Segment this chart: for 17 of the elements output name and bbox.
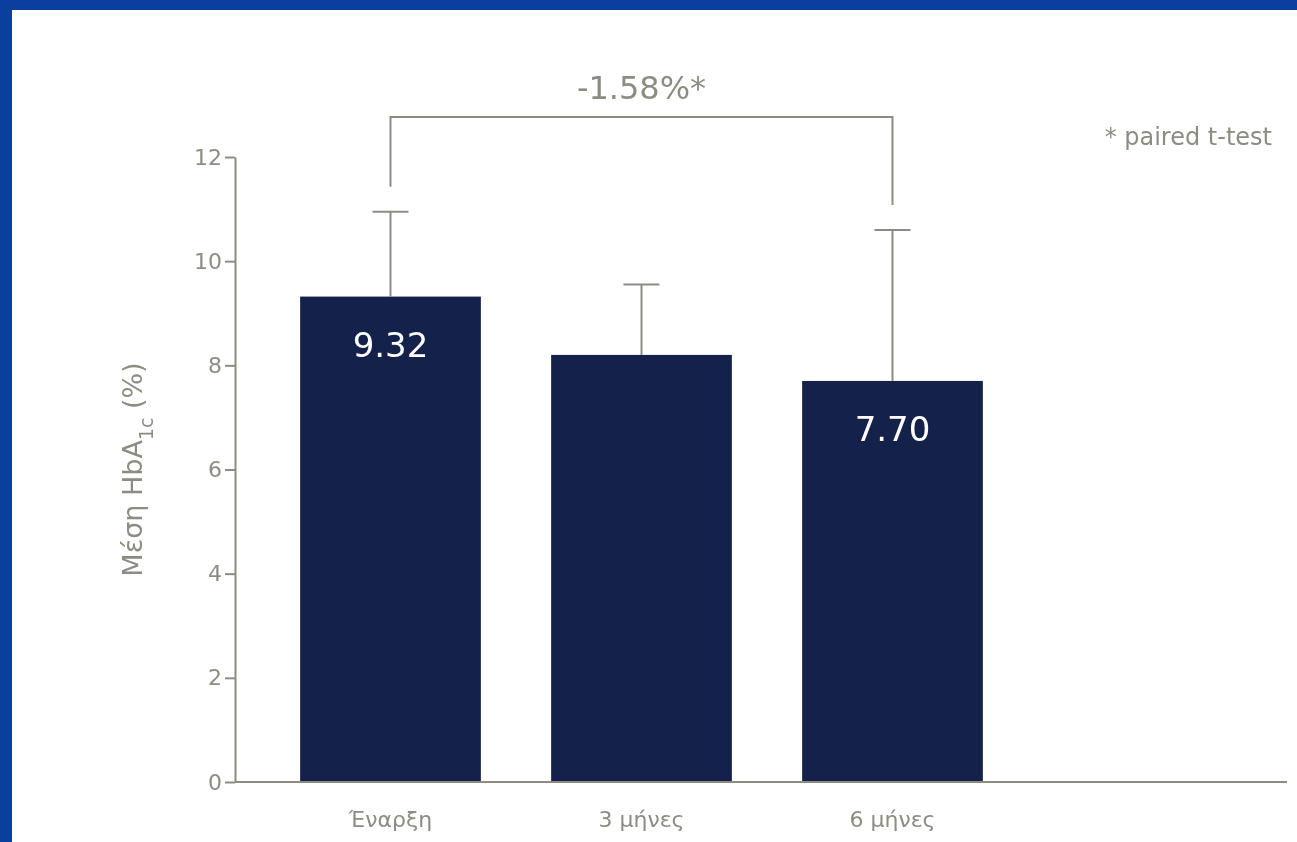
y-tick-label: 6: [208, 457, 222, 483]
y-tick-label: 2: [208, 665, 222, 691]
y-tick-label: 0: [208, 769, 222, 795]
x-tick-label: Έναρξη: [347, 807, 433, 832]
y-tick-label: 10: [194, 248, 222, 274]
x-tick-label: 6 μήνες: [849, 807, 936, 832]
y-tick-label: 4: [208, 561, 222, 587]
y-tick-label: 8: [208, 352, 222, 378]
text: * paired t-test: [1104, 123, 1272, 151]
bar: [802, 380, 983, 782]
bar: [300, 296, 481, 782]
bar: [551, 354, 732, 782]
text: -1.58%*: [576, 69, 707, 107]
data-label: 7.70: [854, 408, 931, 449]
x-tick-label: 3 μήνες: [598, 807, 685, 832]
y-tick-label: 12: [194, 144, 222, 170]
data-label: 9.32: [352, 324, 429, 365]
